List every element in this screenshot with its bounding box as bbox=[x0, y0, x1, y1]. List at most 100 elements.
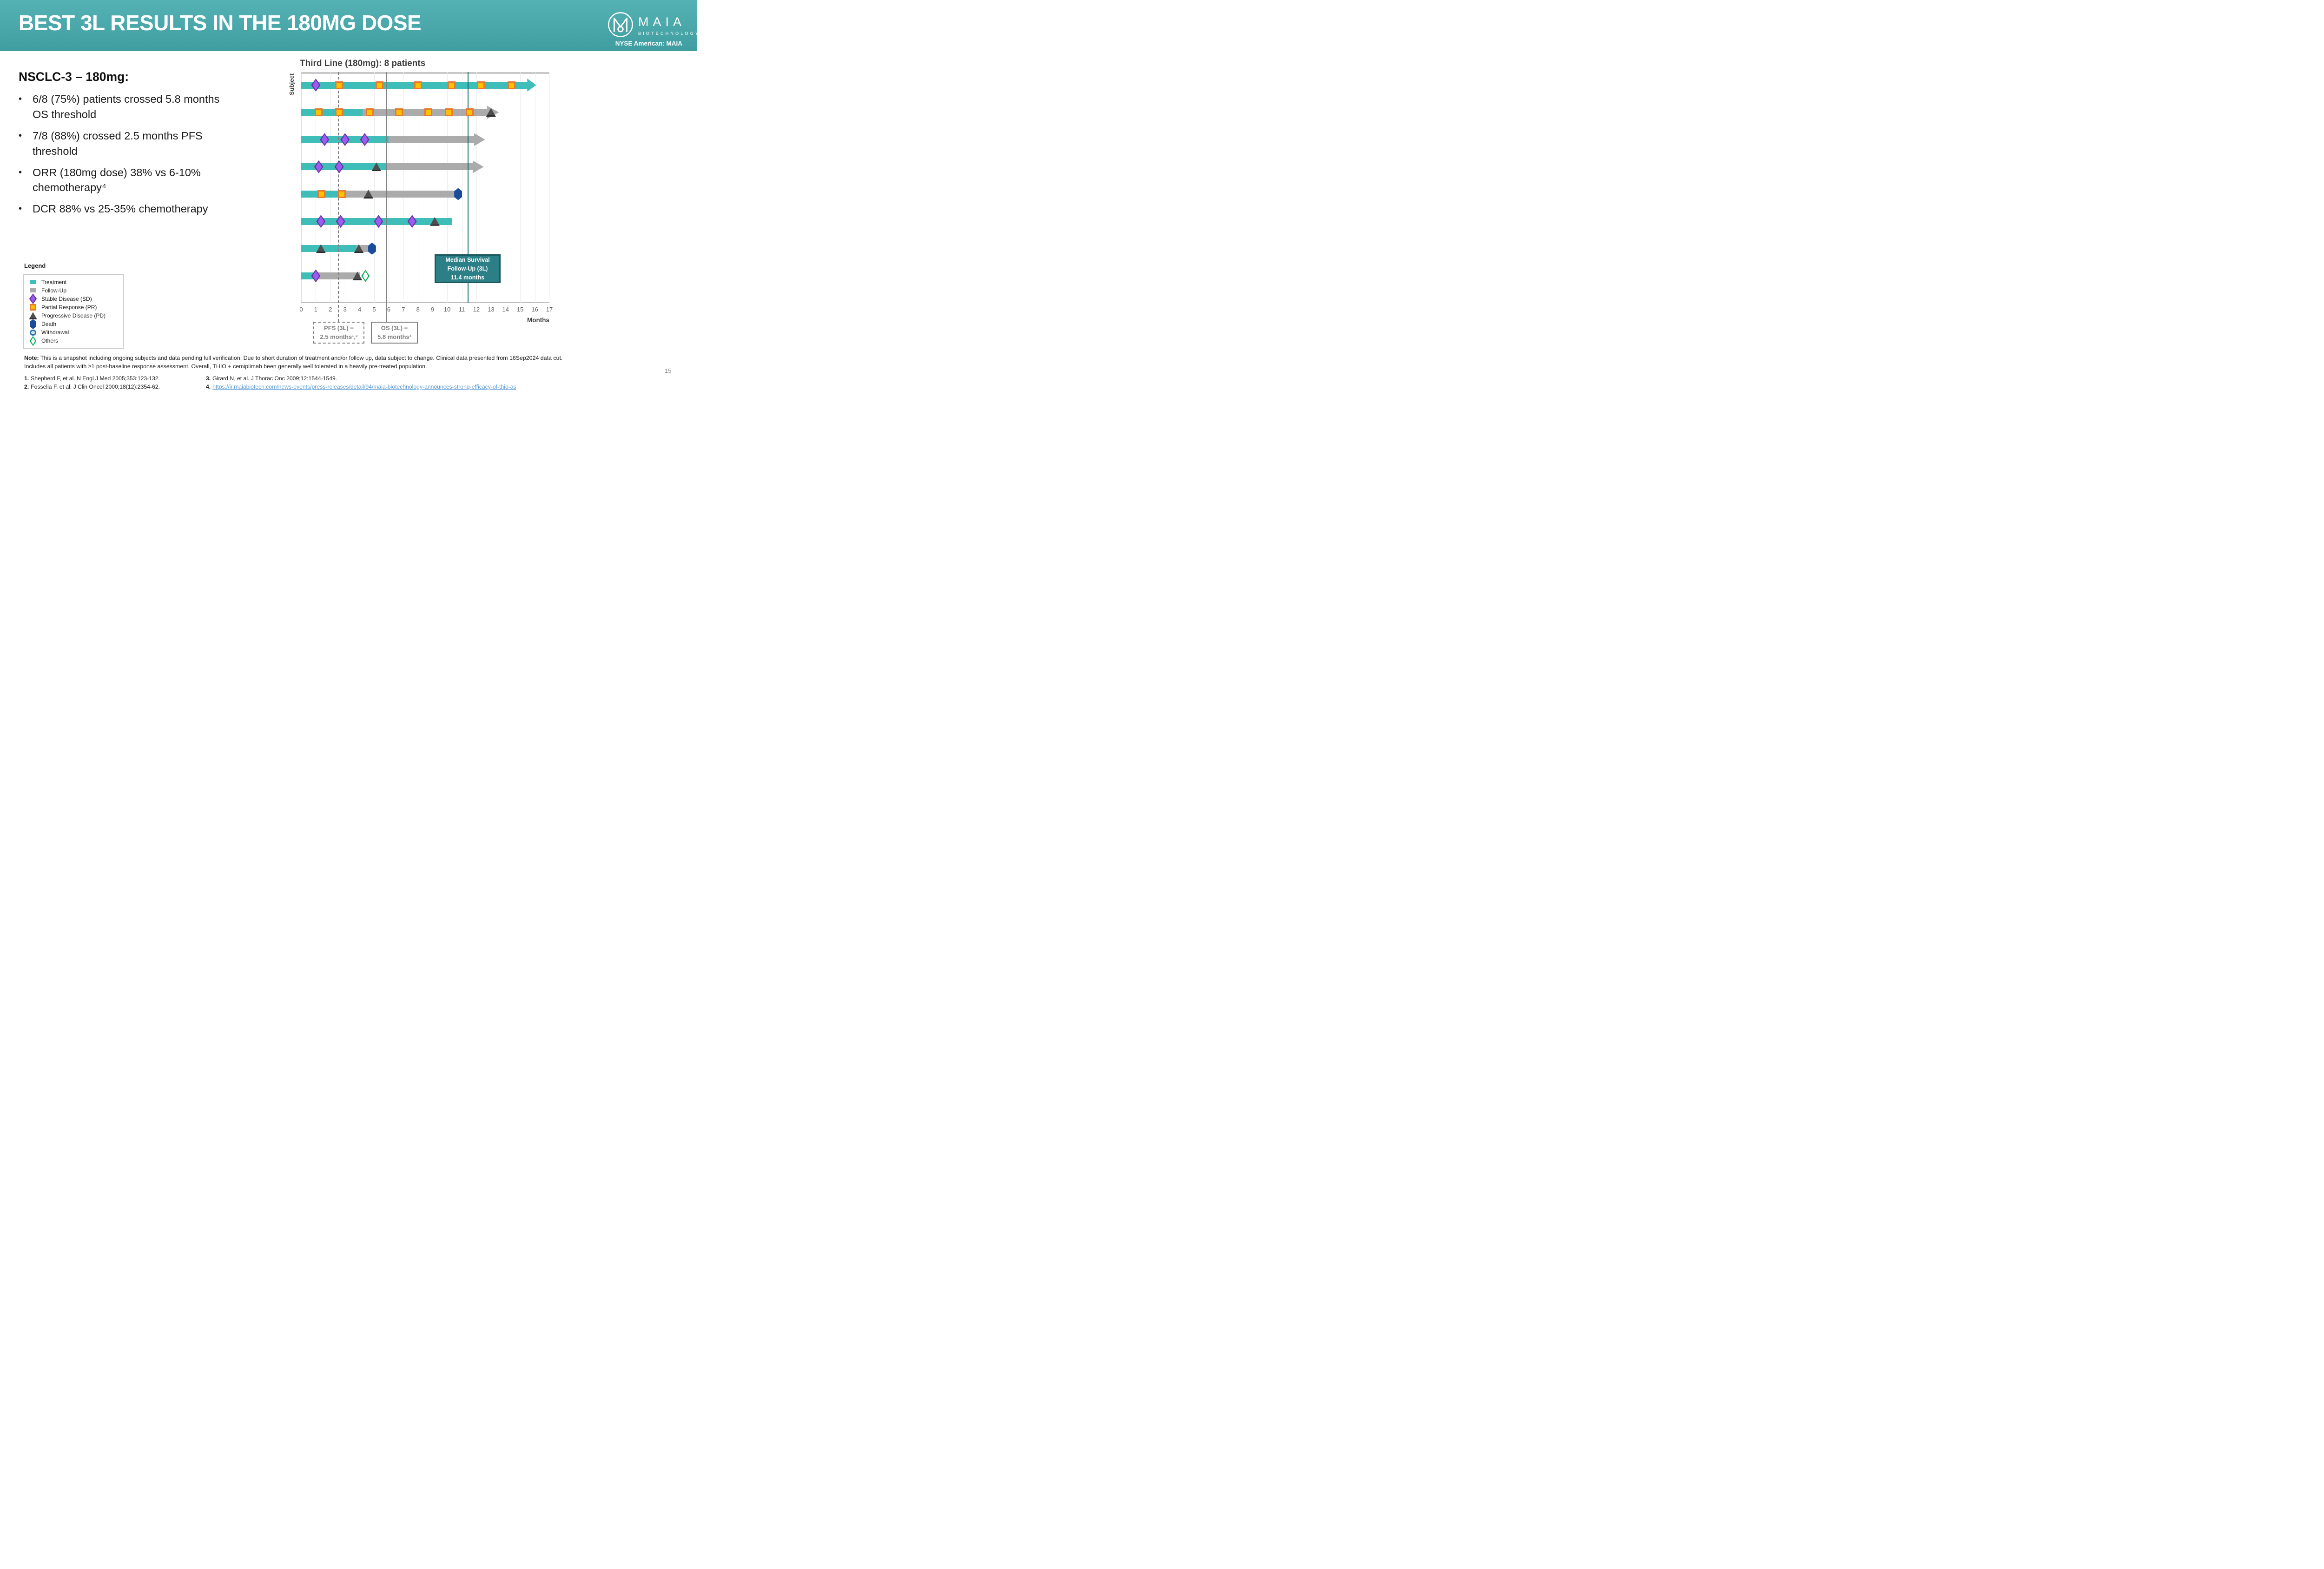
legend-item-label: Follow-Up bbox=[41, 287, 67, 294]
legend-item-pd: Progressive Disease (PD) bbox=[27, 312, 119, 320]
bullet-dot: • bbox=[19, 130, 22, 141]
treatment-bar bbox=[301, 109, 363, 116]
marker-sd-icon bbox=[334, 160, 344, 173]
note-line-1: This is a snapshot including ongoing sub… bbox=[40, 355, 563, 361]
marker-pr-icon bbox=[338, 190, 346, 199]
marker-pr-icon bbox=[30, 304, 36, 311]
gridline bbox=[476, 72, 477, 303]
x-tick-label: 12 bbox=[473, 306, 480, 313]
diamond-inner bbox=[361, 134, 368, 145]
x-tick-label: 15 bbox=[516, 306, 524, 313]
diamond-inner bbox=[342, 134, 349, 145]
reference-item: 2. Fossella F, et al. J Clin Oncol 2000;1… bbox=[24, 383, 160, 391]
x-axis-label: Months bbox=[527, 317, 549, 324]
nyse-ticker: NYSE American: MAIA bbox=[615, 40, 682, 47]
legend-swatch bbox=[27, 288, 39, 293]
followup-bar bbox=[387, 163, 473, 171]
maia-logo-text: MAIA BIOTECHNOLOGY bbox=[638, 11, 697, 36]
x-tick-label: 4 bbox=[358, 306, 362, 313]
marker-pr-icon bbox=[424, 108, 432, 117]
annotation-line: 2.5 months¹,² bbox=[320, 333, 358, 340]
slide: BEST 3L RESULTS IN THE 180MG DOSE MAIA B… bbox=[0, 0, 697, 392]
diamond-inner bbox=[337, 216, 344, 227]
diamond-inner bbox=[312, 80, 319, 90]
reference-item: 4. https://ir.maiabiotech.com/news-events… bbox=[206, 383, 516, 391]
x-tick-label: 6 bbox=[387, 306, 391, 313]
x-tick-label: 10 bbox=[443, 306, 451, 313]
median-survival-box: Median Survival Follow-Up (3L) 11.4 months bbox=[435, 254, 501, 283]
marker-others-icon bbox=[361, 270, 370, 282]
reference-number: 2. bbox=[24, 384, 29, 391]
marker-followup-icon bbox=[30, 288, 36, 293]
maia-logo-icon bbox=[607, 11, 634, 40]
marker-sd-icon bbox=[407, 215, 417, 228]
median-box-line: Median Survival bbox=[445, 257, 490, 263]
bullet-dot: • bbox=[19, 94, 22, 104]
os-threshold-line bbox=[386, 72, 387, 322]
x-tick-label: 1 bbox=[314, 306, 318, 313]
reference-text: Girard N, et al. J Thorac Onc 2009;12:15… bbox=[212, 375, 337, 382]
legend-item-treatment: Treatment bbox=[27, 278, 119, 286]
logo-subtext: BIOTECHNOLOGY bbox=[638, 31, 697, 36]
legend-item-label: Others bbox=[41, 338, 59, 344]
legend-swatch bbox=[27, 293, 39, 305]
legend-item-others: Others bbox=[27, 336, 119, 346]
marker-pr-icon bbox=[315, 108, 323, 117]
gridline bbox=[374, 72, 375, 303]
diamond-inner bbox=[375, 216, 382, 227]
legend-swatch bbox=[27, 336, 39, 346]
median-box-line: 11.4 months bbox=[450, 274, 485, 281]
header-band bbox=[0, 0, 697, 51]
treatment-bar bbox=[301, 163, 388, 171]
legend-swatch bbox=[27, 304, 39, 311]
maia-logo: MAIA BIOTECHNOLOGY bbox=[607, 11, 697, 40]
gridline bbox=[520, 72, 521, 303]
bullet-item: • 6/8 (75%) patients crossed 5.8 months O… bbox=[19, 92, 225, 122]
marker-pr-icon bbox=[476, 81, 485, 89]
marker-pr-icon bbox=[317, 190, 326, 199]
marker-pr-icon bbox=[507, 81, 515, 89]
reference-number: 4. bbox=[206, 384, 211, 391]
reference-number: 3. bbox=[206, 375, 211, 382]
marker-pr-icon bbox=[414, 81, 422, 89]
chart-title: Third Line (180mg): 8 patients bbox=[300, 59, 426, 68]
diamond-inner bbox=[363, 271, 369, 281]
treatment-bar bbox=[301, 272, 315, 279]
legend-item-label: Withdrawal bbox=[41, 329, 69, 336]
x-tick-label: 16 bbox=[531, 306, 538, 313]
marker-death-icon bbox=[368, 242, 376, 255]
diamond-inner bbox=[336, 161, 343, 172]
legend-item-label: Partial Response (PR) bbox=[41, 304, 97, 311]
diamond-inner bbox=[321, 134, 328, 145]
legend-item-label: Stable Disease (SD) bbox=[41, 295, 92, 302]
marker-sd-icon bbox=[336, 215, 345, 228]
diamond-inner bbox=[317, 216, 324, 227]
marker-pr-icon bbox=[466, 108, 474, 117]
annotation-line: PFS (3L) = bbox=[324, 324, 354, 331]
legend-swatch bbox=[27, 319, 39, 329]
bullet-item: • DCR 88% vs 25-35% chemotherapy bbox=[19, 201, 225, 217]
bullet-item: • 7/8 (88%) crossed 2.5 months PFS thresh… bbox=[19, 128, 225, 159]
press-release-link[interactable]: https://ir.maiabiotech.com/news-events/p… bbox=[212, 384, 516, 391]
gridline bbox=[403, 72, 404, 303]
note-label: Note: bbox=[24, 355, 39, 361]
annotation-line: 5.8 months³ bbox=[377, 333, 411, 340]
diamond-inner bbox=[31, 337, 35, 345]
bullet-list: • 6/8 (75%) patients crossed 5.8 months O… bbox=[19, 92, 225, 217]
legend-item-pr: Partial Response (PR) bbox=[27, 303, 119, 311]
legend-item-sd: Stable Disease (SD) bbox=[27, 293, 119, 305]
x-tick-label: 14 bbox=[502, 306, 509, 313]
median-followup-line bbox=[468, 72, 469, 303]
legend-item-label: Progressive Disease (PD) bbox=[41, 312, 106, 319]
x-tick-label: 17 bbox=[546, 306, 553, 313]
marker-sd-icon bbox=[374, 215, 383, 228]
marker-pd-icon bbox=[29, 312, 37, 319]
x-tick-label: 3 bbox=[343, 306, 347, 313]
x-tick-label: 2 bbox=[329, 306, 332, 313]
diamond-inner bbox=[312, 271, 319, 281]
diamond-inner bbox=[315, 161, 322, 172]
bullet-text: DCR 88% vs 25-35% chemotherapy bbox=[33, 203, 208, 215]
bullet-dot: • bbox=[19, 167, 22, 178]
legend-item-label: Treatment bbox=[41, 278, 67, 285]
followup-bar bbox=[337, 191, 458, 198]
